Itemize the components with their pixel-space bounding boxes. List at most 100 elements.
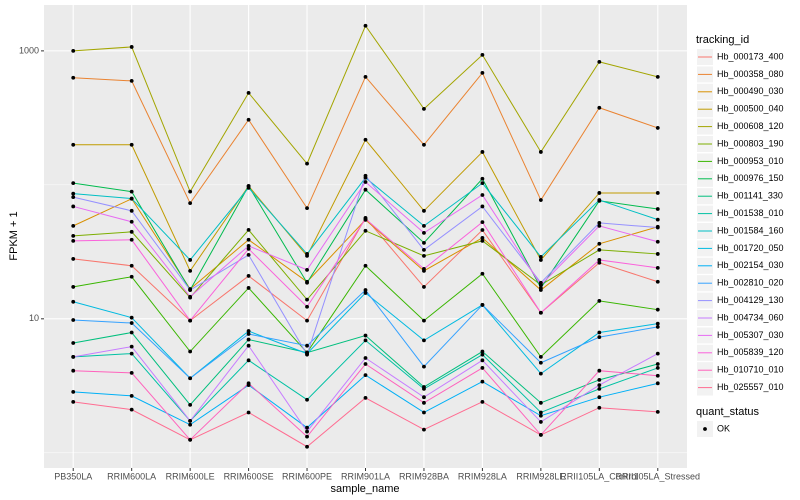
point	[363, 288, 368, 292]
point	[246, 410, 251, 415]
legend-label: Hb_004734_060	[717, 312, 784, 322]
x-tick-label: RRIM928LA	[458, 471, 507, 481]
point	[305, 425, 309, 430]
point	[538, 360, 543, 365]
point	[71, 318, 76, 322]
x-tick-label: RRII105LA_Control	[560, 471, 638, 481]
point	[538, 310, 543, 315]
point	[363, 74, 368, 79]
point	[363, 338, 368, 343]
y-axis-title: FPKM + 1	[8, 211, 20, 260]
point	[655, 217, 660, 222]
point	[422, 247, 426, 252]
legend-label: Hb_001141_330	[717, 191, 783, 201]
point	[363, 23, 368, 28]
x-tick-label: RRIM600LE	[166, 471, 215, 481]
point	[246, 358, 251, 363]
point	[422, 240, 426, 245]
point	[129, 274, 134, 279]
legend-label: Hb_000608_120	[717, 121, 784, 131]
point	[305, 161, 309, 166]
point	[480, 181, 485, 186]
point	[305, 206, 309, 211]
point	[597, 335, 602, 340]
point	[538, 433, 543, 437]
point	[538, 400, 543, 405]
point	[305, 280, 309, 285]
shape-legend-title: quant_status	[696, 406, 759, 418]
point	[597, 378, 602, 382]
legend-label: Hb_004129_130	[717, 295, 784, 305]
point	[71, 238, 76, 243]
legend-label: Hb_000953_010	[717, 156, 784, 166]
point	[538, 413, 543, 418]
point	[71, 285, 76, 289]
point	[246, 237, 251, 242]
point	[480, 53, 485, 57]
point	[363, 291, 368, 295]
point	[538, 150, 543, 154]
point	[655, 381, 660, 386]
point	[188, 201, 193, 206]
point	[480, 358, 485, 363]
legend-label: Hb_002810_020	[717, 278, 784, 288]
point	[597, 59, 602, 64]
point	[129, 315, 134, 320]
point	[71, 257, 76, 261]
point	[246, 117, 251, 122]
point	[305, 397, 309, 402]
point	[188, 419, 193, 423]
point	[305, 252, 309, 256]
point	[305, 343, 309, 348]
legend-point	[703, 427, 707, 431]
point	[246, 381, 251, 386]
point	[538, 420, 543, 424]
point	[246, 185, 251, 190]
point	[246, 329, 251, 333]
x-tick-label: RRIM901LA	[341, 471, 390, 481]
point	[305, 429, 309, 434]
legend-label: Hb_000173_400	[717, 51, 784, 61]
point	[655, 362, 660, 366]
point	[655, 321, 660, 326]
point	[129, 237, 134, 242]
point	[422, 395, 426, 400]
point	[655, 279, 660, 284]
point	[480, 193, 485, 197]
point	[246, 244, 251, 248]
point	[597, 299, 602, 303]
point	[363, 180, 368, 184]
point	[305, 434, 309, 439]
point	[129, 189, 134, 194]
point	[422, 400, 426, 405]
point	[655, 325, 660, 329]
point	[597, 368, 602, 373]
point	[422, 386, 426, 391]
point	[188, 422, 193, 427]
x-axis-title: sample_name	[330, 483, 399, 495]
point	[188, 437, 193, 442]
point	[71, 204, 76, 209]
point	[71, 354, 76, 359]
point	[538, 354, 543, 359]
x-tick-label: RRIM600PE	[282, 471, 332, 481]
point	[655, 225, 660, 230]
point	[597, 260, 602, 265]
point	[188, 268, 193, 273]
point	[480, 150, 485, 154]
point	[246, 90, 251, 95]
point	[422, 142, 426, 147]
point	[305, 304, 309, 309]
point	[246, 246, 251, 251]
point	[597, 405, 602, 410]
axes: 10 1000 PB350LA RRIM600LA RRIM600LE RRIM600SE…	[19, 45, 700, 481]
legend-label: Hb_005307_030	[717, 330, 784, 340]
point	[597, 198, 602, 202]
point	[71, 142, 76, 147]
point	[363, 356, 368, 360]
point	[305, 444, 309, 449]
point	[305, 297, 309, 302]
point	[422, 338, 426, 343]
point	[480, 303, 485, 307]
point	[188, 402, 193, 407]
